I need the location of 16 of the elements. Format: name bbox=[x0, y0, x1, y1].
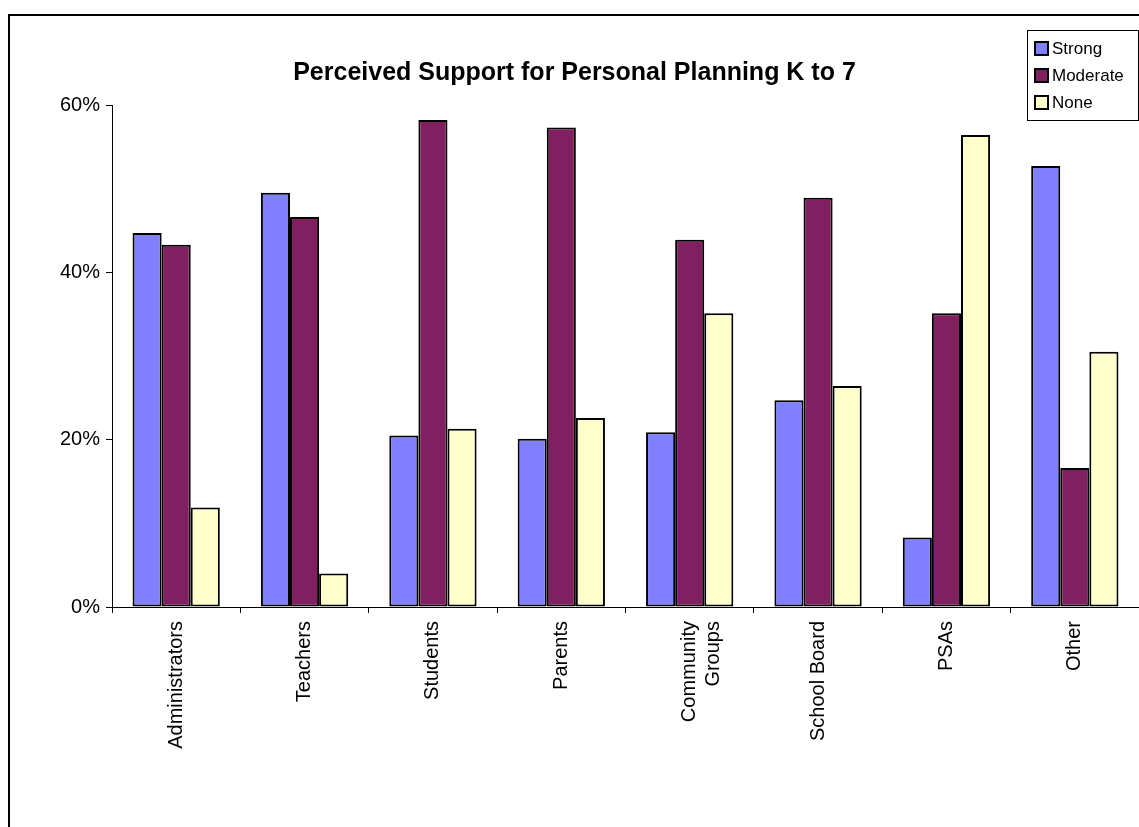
x-tick-label: Teachers bbox=[292, 621, 315, 703]
y-tick-label: 0% bbox=[71, 594, 101, 617]
chart-title: Perceived Support for Personal Planning K to 7 bbox=[293, 56, 856, 85]
x-tick-label: Parents bbox=[548, 621, 571, 690]
y-tick-label: 20% bbox=[59, 427, 101, 450]
legend-label: Moderate bbox=[1052, 65, 1124, 87]
x-tick-label: Students bbox=[420, 621, 443, 700]
legend-label: None bbox=[1052, 92, 1093, 114]
legend-label: Strong bbox=[1052, 38, 1103, 60]
x-tick-label: Other bbox=[1062, 620, 1085, 672]
y-tick-label: 40% bbox=[59, 259, 101, 282]
x-tick-label: School Board bbox=[805, 621, 828, 742]
x-tick-label: PSAs bbox=[933, 621, 956, 672]
x-tick-label: Community Groups bbox=[677, 621, 724, 723]
y-tick-label: 60% bbox=[59, 92, 101, 115]
x-tick-label: Administrators bbox=[163, 621, 186, 749]
